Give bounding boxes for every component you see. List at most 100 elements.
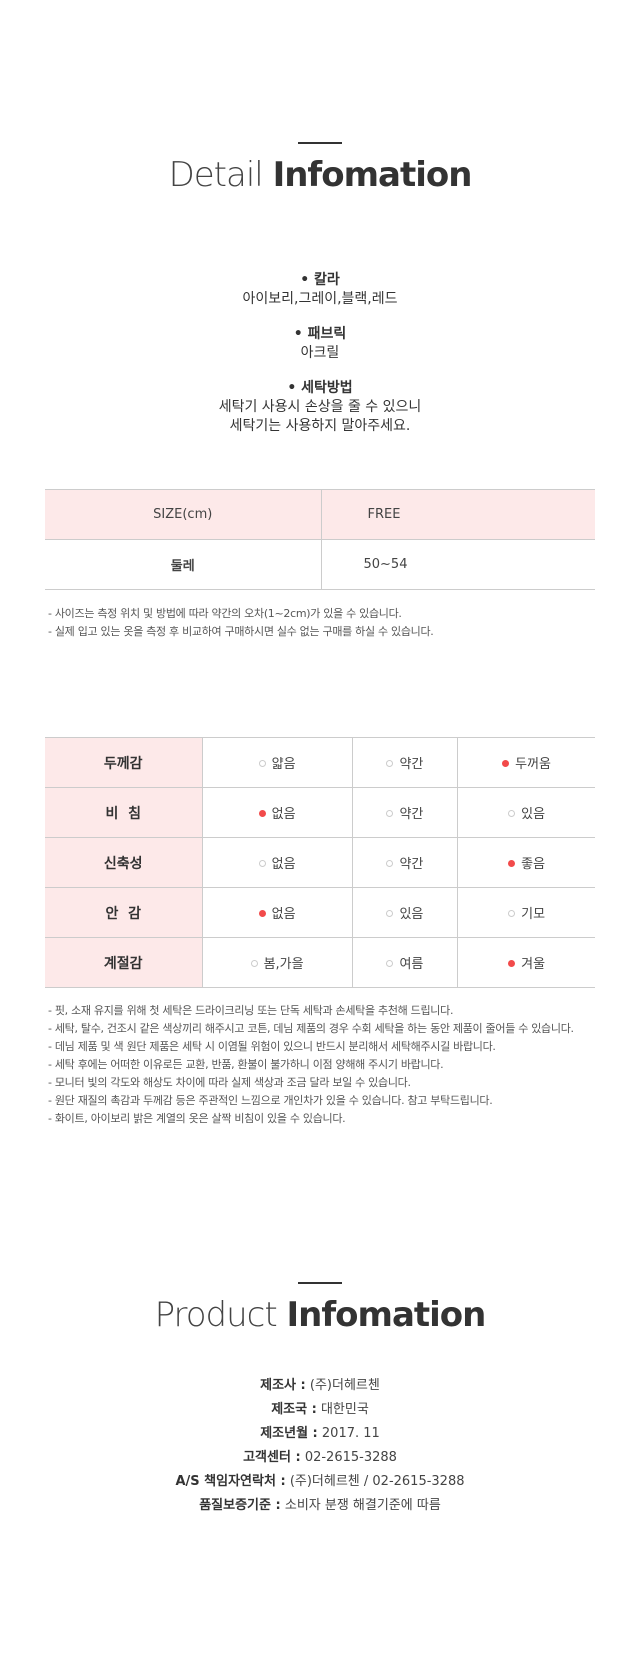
fit-option-label: 봄,가을: [263, 957, 304, 972]
fit-option: 여름: [352, 937, 459, 988]
unselected-dot-icon: [258, 860, 266, 867]
fit-option: 기모: [457, 887, 595, 938]
fit-option-label: 얇음: [271, 757, 296, 772]
title-divider: [298, 1282, 342, 1284]
note: - 세탁, 탈수, 건조시 같은 색상끼리 해주시고 코튼, 데님 제품의 경우…: [48, 1022, 574, 1035]
size-cell: 둘레: [45, 539, 322, 590]
product-key: A/S 책임자연락처 :: [175, 1474, 286, 1489]
note: - 모니터 빛의 각도와 해상도 차이에 따라 실제 색상과 조금 달라 보일 …: [48, 1076, 411, 1089]
fit-option: 약간: [352, 787, 459, 838]
fit-option: 없음: [202, 887, 353, 938]
product-row: 제조년월 : 2017. 11: [0, 1422, 640, 1446]
unselected-dot-icon: [250, 960, 258, 967]
fit-option-label: 없음: [271, 857, 296, 872]
fit-row: 계절감 봄,가을 여름 겨울: [45, 937, 595, 988]
note: - 원단 재질의 촉감과 두께감 등은 주관적인 느낌으로 개인차가 있을 수 …: [48, 1094, 493, 1107]
size-notes: - 사이즈는 측정 위치 및 방법에 따라 약간의 오차(1~2cm)가 있을 …: [48, 605, 434, 641]
care-notes: - 핏, 소재 유지를 위해 첫 세탁은 드라이크리닝 또는 단독 세탁과 손세…: [48, 1002, 574, 1128]
fit-option: 약간: [352, 737, 459, 788]
product-row: 품질보증기준 : 소비자 분쟁 해결기준에 따름: [0, 1494, 640, 1518]
product-row: 제조사 : (주)더헤르첸: [0, 1374, 640, 1398]
selected-dot-icon: [502, 760, 510, 767]
note: - 핏, 소재 유지를 위해 첫 세탁은 드라이크리닝 또는 단독 세탁과 손세…: [48, 1004, 454, 1017]
unselected-dot-icon: [386, 910, 394, 917]
fit-option-label: 두꺼움: [515, 757, 552, 772]
fit-option-label: 겨울: [521, 957, 546, 972]
product-title: Product Infomation: [0, 1295, 640, 1335]
unselected-dot-icon: [386, 760, 394, 767]
title-bold: Infomation: [286, 1295, 487, 1335]
size-header-cell: FREE: [321, 489, 595, 540]
product-info: 제조사 : (주)더헤르첸 제조국 : 대한민국 제조년월 : 2017. 11 고객…: [0, 1374, 640, 1518]
fit-row: 안 감 없음 있음 기모: [45, 887, 595, 938]
fit-option-label: 약간: [399, 807, 424, 822]
fit-label: 계절감: [45, 937, 203, 988]
size-header-cell: SIZE(cm): [45, 489, 322, 540]
fit-option: 있음: [457, 787, 595, 838]
unselected-dot-icon: [386, 860, 394, 867]
unselected-dot-icon: [386, 810, 394, 817]
fit-option: 없음: [202, 837, 353, 888]
unselected-dot-icon: [258, 760, 266, 767]
product-key: 제조년월 :: [260, 1426, 318, 1441]
title-light: Detail: [168, 155, 264, 195]
detail-info: • 칼라 아이보리,그레이,블랙,레드 • 패브릭 아크릴 • 세탁방법 세탁기 사용…: [0, 271, 640, 452]
unselected-dot-icon: [386, 960, 394, 967]
fit-option: 있음: [352, 887, 459, 938]
fit-label: 신축성: [45, 837, 203, 888]
size-cell: 50~54: [321, 539, 595, 590]
note: - 실제 입고 있는 옷을 측정 후 비교하여 구매하시면 실수 없는 구매를 …: [48, 625, 434, 638]
fit-option-label: 있음: [521, 807, 546, 822]
fit-option: 좋음: [457, 837, 595, 888]
product-value: (주)더헤르첸 / 02-2615-3288: [289, 1474, 465, 1489]
info-label: • 칼라: [300, 272, 340, 288]
fit-option-label: 있음: [399, 907, 424, 922]
note: - 데님 제품 및 색 원단 제품은 세탁 시 이염될 위험이 있으니 반드시 …: [48, 1040, 496, 1053]
info-label: • 세탁방법: [287, 380, 353, 396]
selected-dot-icon: [258, 810, 266, 817]
product-key: 제조사 :: [260, 1378, 306, 1393]
fit-row: 신축성 없음 약간 좋음: [45, 837, 595, 888]
note: - 세탁 후에는 어떠한 이유로든 교환, 반품, 환불이 불가하니 이점 양해…: [48, 1058, 444, 1071]
product-key: 제조국 :: [271, 1402, 317, 1417]
fit-option-label: 약간: [399, 857, 424, 872]
unselected-dot-icon: [508, 810, 516, 817]
size-row: 둘레 50~54: [45, 539, 595, 590]
fit-option-label: 없음: [271, 907, 296, 922]
product-value: 소비자 분쟁 해결기준에 따름: [284, 1498, 441, 1513]
product-key: 품질보증기준 :: [199, 1498, 281, 1513]
info-label: • 패브릭: [293, 326, 347, 342]
selected-dot-icon: [508, 960, 516, 967]
title-divider: [298, 142, 342, 144]
unselected-dot-icon: [508, 910, 516, 917]
detail-title: Detail Infomation: [0, 155, 640, 195]
fit-option: 두꺼움: [457, 737, 595, 788]
fit-option: 얇음: [202, 737, 353, 788]
fit-row: 두께감 얇음 약간 두꺼움: [45, 737, 595, 788]
fit-label: 비 침: [45, 787, 203, 838]
note: - 사이즈는 측정 위치 및 방법에 따라 약간의 오차(1~2cm)가 있을 …: [48, 607, 402, 620]
size-table: SIZE(cm) FREE 둘레 50~54: [45, 489, 595, 590]
selected-dot-icon: [508, 860, 516, 867]
fit-option: 없음: [202, 787, 353, 838]
product-row: 고객센터 : 02-2615-3288: [0, 1446, 640, 1470]
title-light: Product: [154, 1295, 278, 1335]
fit-label: 안 감: [45, 887, 203, 938]
title-bold: Infomation: [272, 155, 473, 195]
fit-option: 겨울: [457, 937, 595, 988]
fit-label: 두께감: [45, 737, 203, 788]
fit-option-label: 없음: [271, 807, 296, 822]
info-value: 아이보리,그레이,블랙,레드: [242, 291, 398, 307]
product-key: 고객센터 :: [243, 1450, 301, 1465]
fit-option: 봄,가을: [202, 937, 353, 988]
product-row: 제조국 : 대한민국: [0, 1398, 640, 1422]
info-value: 세탁기는 사용하지 말아주세요.: [229, 418, 411, 434]
product-value: (주)더헤르첸: [309, 1378, 380, 1393]
fit-option-label: 좋음: [521, 857, 546, 872]
size-header-row: SIZE(cm) FREE: [45, 489, 595, 540]
product-value: 대한민국: [320, 1402, 369, 1417]
fit-option: 약간: [352, 837, 459, 888]
info-value: 아크릴: [300, 345, 340, 361]
note: - 화이트, 아이보리 밝은 계열의 옷은 살짝 비침이 있을 수 있습니다.: [48, 1112, 346, 1125]
product-row: A/S 책임자연락처 : (주)더헤르첸 / 02-2615-3288: [0, 1470, 640, 1494]
